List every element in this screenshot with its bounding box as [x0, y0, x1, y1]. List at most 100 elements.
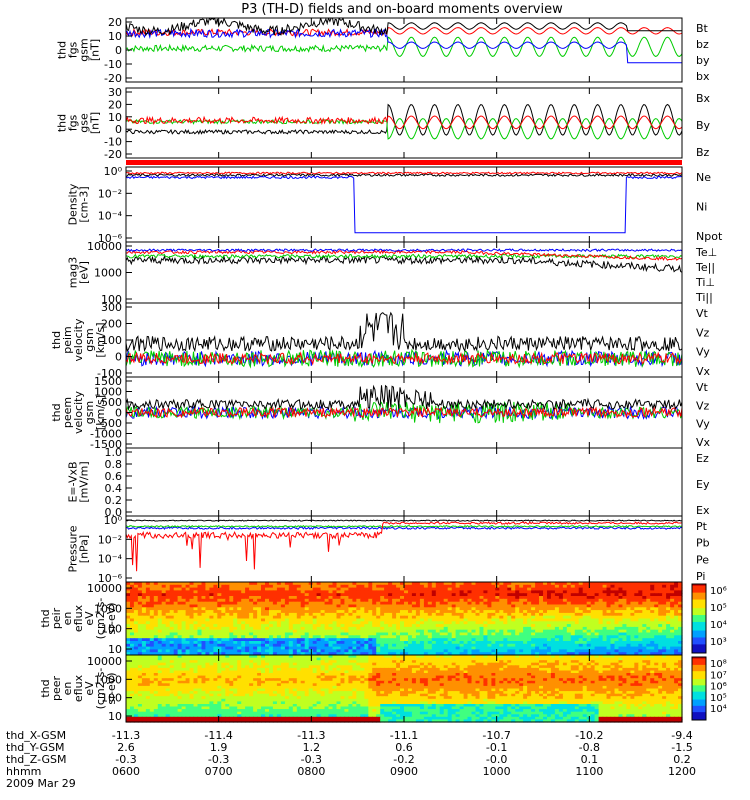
spectrogram-cell: [392, 638, 397, 642]
spectrogram-cell: [451, 667, 457, 672]
spectrogram-cell: [269, 646, 274, 650]
spectrogram-cell: [415, 646, 421, 650]
spectrogram-cell: [288, 618, 294, 622]
spectrogram-cell: [149, 667, 155, 672]
legend-label: Ti||: [695, 291, 713, 304]
spectrogram-cell: [141, 596, 147, 600]
spectrogram-cell: [511, 590, 516, 594]
spectrogram-cell: [634, 667, 639, 672]
spectrogram-cell: [487, 593, 492, 597]
spectrogram-cell: [332, 657, 338, 661]
spectrogram-cell: [245, 610, 250, 614]
spectrogram-cell: [646, 657, 651, 661]
spectrogram-cell: [590, 670, 596, 674]
spectrogram-cell: [364, 612, 369, 617]
spectrogram-cell: [245, 660, 250, 664]
spectrogram-cell: [221, 618, 226, 622]
spectrogram-cell: [336, 643, 342, 648]
spectrogram-cell: [427, 596, 433, 600]
spectrogram-cell: [674, 582, 679, 586]
spectrogram-cell: [475, 660, 481, 664]
spectrogram-cell: [213, 657, 218, 661]
spectrogram-cell: [614, 584, 620, 589]
spectrogram-cell: [249, 587, 254, 591]
spectrogram-cell: [503, 587, 508, 591]
spectrogram-cell: [141, 638, 147, 642]
spectrogram-cell: [459, 598, 465, 603]
spectrogram-cell: [284, 607, 290, 611]
spectrogram-cell: [547, 657, 552, 661]
spectrogram-cell: [221, 598, 226, 603]
spectrogram-cell: [225, 652, 230, 656]
spectrogram-cell: [590, 632, 596, 636]
spectrogram-cell: [415, 607, 421, 611]
spectrogram-cell: [539, 641, 544, 645]
spectrogram-cell: [467, 618, 473, 622]
spectrogram-cell: [304, 635, 310, 639]
spectrogram-cell: [153, 662, 159, 666]
spectrogram-cell: [638, 657, 643, 661]
spectrogram-cell: [662, 584, 667, 589]
spectrogram-cell: [332, 649, 338, 653]
spectrogram-cell: [213, 621, 218, 625]
spectrogram-cell: [487, 604, 492, 608]
spectrogram-cell: [495, 604, 500, 608]
spectrogram-cell: [574, 629, 580, 634]
colorbar-swatch: [692, 640, 706, 644]
spectrogram-cell: [284, 670, 290, 674]
spectrogram-cell: [400, 621, 405, 625]
spectrogram-cell: [308, 665, 314, 669]
spectrogram-cell: [431, 655, 437, 659]
spectrogram-cell: [284, 660, 290, 664]
spectrogram-cell: [674, 584, 679, 589]
panel-frame: [125, 515, 683, 583]
spectrogram-cell: [435, 601, 441, 606]
spectrogram-cell: [570, 626, 576, 631]
spectrogram-cell: [586, 590, 592, 594]
spectrogram-cell: [396, 655, 401, 659]
spectrogram-cell: [562, 582, 568, 586]
spectrogram-cell: [130, 652, 135, 656]
spectrogram-cell: [157, 621, 163, 625]
spectrogram-cell: [288, 604, 294, 608]
legend-label: Vt: [696, 381, 709, 394]
spectrogram-cell: [634, 652, 639, 656]
spectrogram-cell: [539, 590, 544, 594]
spectrogram-cell: [400, 604, 405, 608]
spectrogram-cell: [523, 665, 528, 669]
spectrogram-cell: [654, 643, 659, 648]
spectrogram-cell: [562, 587, 568, 591]
spectrogram-cell: [356, 667, 361, 672]
spectrogram-cell: [241, 632, 246, 636]
spectrogram-cell: [288, 584, 294, 589]
spectrogram-cell: [606, 629, 612, 634]
spectrogram-cell: [570, 596, 576, 600]
spectrogram-cell: [606, 657, 612, 661]
spectrogram-cell: [348, 662, 353, 666]
y-axis-label: [km/s]: [94, 395, 107, 430]
spectrogram-cell: [419, 649, 425, 653]
spectrogram-cell: [217, 649, 222, 653]
spectrogram-cell: [479, 638, 485, 642]
spectrogram-cell: [495, 652, 500, 656]
spectrogram-cell: [364, 601, 369, 606]
spectrogram-cell: [634, 610, 639, 614]
spectrogram-cell: [499, 641, 504, 645]
spectrogram-cell: [320, 635, 326, 639]
series-group: [126, 18, 682, 64]
spectrogram-cell: [570, 657, 576, 661]
spectrogram-cell: [181, 655, 187, 659]
spectrogram-cell: [153, 618, 159, 622]
spectrogram-cell: [423, 649, 429, 653]
spectrogram-cell: [177, 632, 183, 636]
spectrogram-cell: [197, 598, 203, 603]
spectrogram-cell: [495, 632, 500, 636]
spectrogram-cell: [193, 657, 199, 661]
spectrogram-cell: [566, 665, 572, 669]
spectrogram-cell: [300, 593, 306, 597]
spectrogram-cell: [602, 607, 608, 611]
spectrogram-cell: [388, 604, 393, 608]
spectrogram-cell: [320, 618, 326, 622]
spectrogram-cell: [153, 598, 159, 603]
spectrogram-cell: [547, 660, 552, 664]
